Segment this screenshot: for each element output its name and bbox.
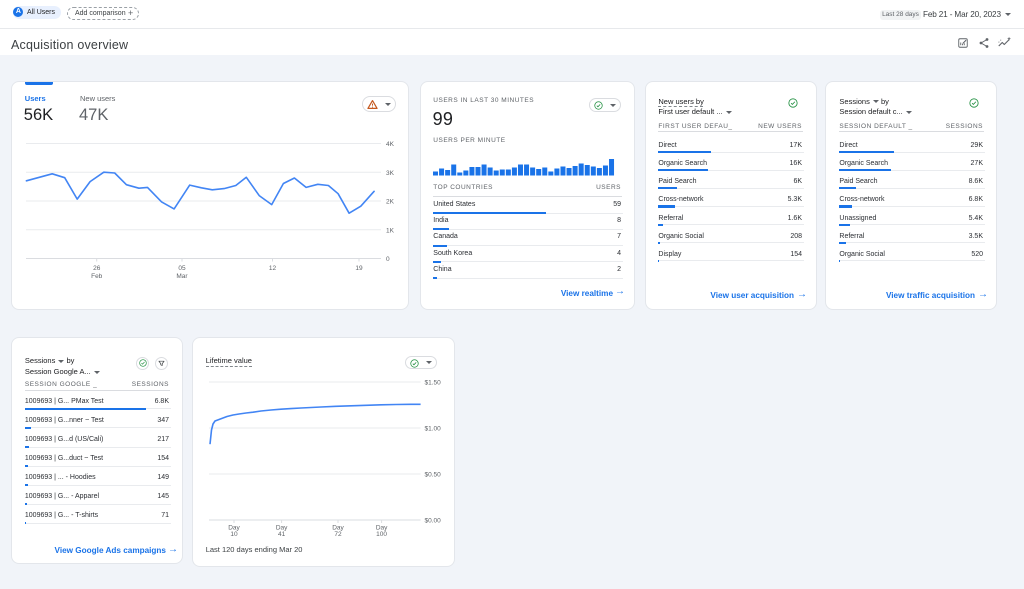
svg-text:12: 12	[269, 265, 277, 272]
svg-text:41: 41	[278, 531, 286, 536]
svg-text:Day: Day	[376, 525, 388, 532]
svg-text:72: 72	[334, 531, 342, 536]
svg-text:05: 05	[178, 265, 186, 272]
svg-text:$0.00: $0.00	[425, 518, 442, 525]
svg-text:Day: Day	[276, 525, 288, 532]
svg-text:1K: 1K	[386, 227, 395, 234]
svg-text:Day: Day	[332, 525, 344, 532]
svg-text:10: 10	[230, 531, 238, 536]
svg-text:Day: Day	[228, 525, 240, 532]
svg-text:$0.50: $0.50	[425, 472, 442, 479]
svg-text:2K: 2K	[386, 199, 395, 206]
svg-text:100: 100	[376, 531, 387, 536]
svg-text:3K: 3K	[386, 170, 395, 177]
svg-text:$1.00: $1.00	[425, 426, 442, 433]
svg-text:4K: 4K	[386, 141, 395, 148]
svg-text:Mar: Mar	[176, 273, 188, 280]
svg-text:19: 19	[355, 265, 363, 272]
svg-text:Feb: Feb	[91, 273, 103, 280]
svg-text:0: 0	[386, 256, 390, 263]
svg-text:26: 26	[93, 265, 101, 272]
svg-text:$1.50: $1.50	[425, 380, 442, 387]
